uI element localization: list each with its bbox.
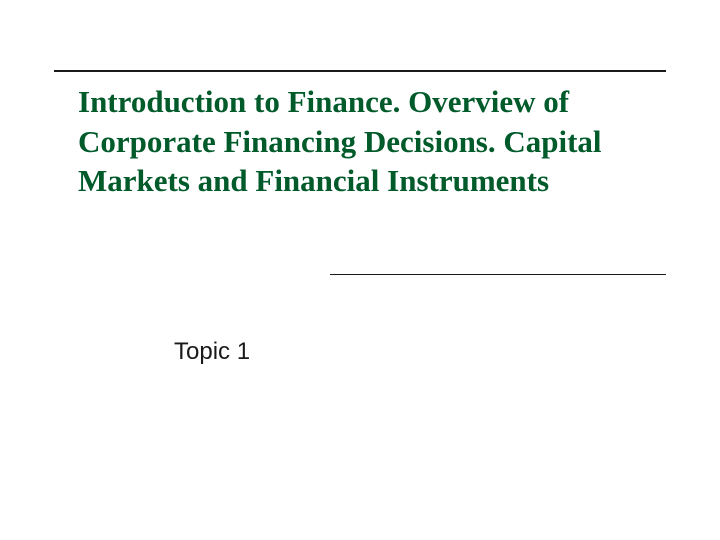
title-block: Introduction to Finance. Overview of Cor… bbox=[78, 82, 660, 201]
mid-horizontal-rule bbox=[330, 274, 666, 275]
slide-container: Introduction to Finance. Overview of Cor… bbox=[0, 0, 720, 540]
top-horizontal-rule bbox=[54, 70, 666, 72]
subtitle-block: Topic 1 bbox=[174, 338, 250, 366]
slide-subtitle: Topic 1 bbox=[174, 338, 250, 366]
slide-title: Introduction to Finance. Overview of Cor… bbox=[78, 82, 660, 201]
